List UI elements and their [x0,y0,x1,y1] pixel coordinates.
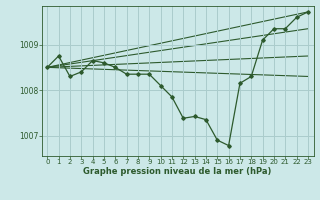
X-axis label: Graphe pression niveau de la mer (hPa): Graphe pression niveau de la mer (hPa) [84,167,272,176]
